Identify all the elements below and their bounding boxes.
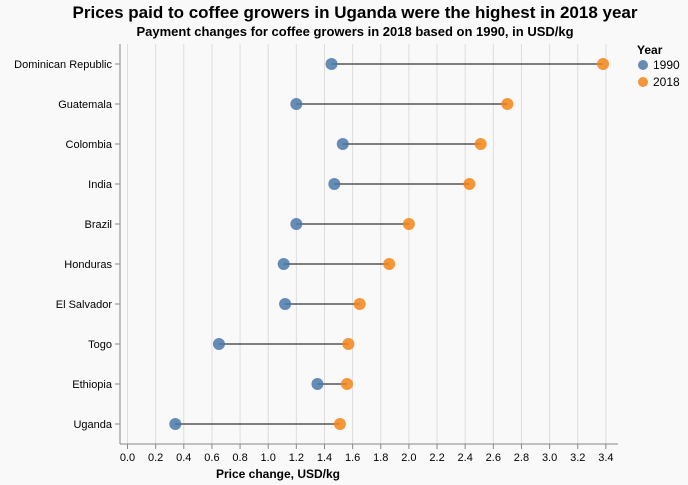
x-tick-label: 1.4 [317, 452, 332, 464]
data-points [169, 58, 610, 430]
point-1990 [311, 378, 324, 390]
point-1990 [290, 218, 303, 230]
x-tick-label: 0.4 [176, 452, 191, 464]
chart-subtitle: Payment changes for coffee growers in 20… [136, 24, 573, 39]
point-2018 [501, 98, 514, 110]
point-1990 [212, 338, 225, 350]
y-tick-label: Colombia [66, 139, 113, 151]
y-tick-label: El Salvador [56, 299, 113, 311]
chart-title: Prices paid to coffee growers in Uganda … [73, 3, 638, 22]
legend-title: Year [637, 43, 663, 57]
x-tick-label: 1.0 [261, 452, 276, 464]
point-2018 [463, 178, 476, 190]
point-2018 [353, 298, 366, 310]
x-tick-label: 1.6 [345, 452, 360, 464]
connector-lines [175, 63, 604, 425]
y-tick-label: Togo [88, 339, 112, 351]
point-1990 [290, 98, 303, 110]
point-1990 [325, 58, 338, 70]
x-tick-label: 2.6 [486, 452, 501, 464]
point-1990 [169, 418, 182, 430]
point-2018 [402, 218, 415, 230]
gridlines [127, 44, 607, 444]
point-1990 [279, 298, 292, 310]
y-tick-label: Honduras [64, 259, 112, 271]
y-tick-label: Ethiopia [72, 379, 113, 391]
point-2018 [340, 378, 353, 390]
point-1990 [336, 138, 349, 150]
x-tick-label: 2.4 [458, 452, 473, 464]
x-tick-label: 2.2 [429, 452, 444, 464]
point-2018 [597, 58, 610, 70]
x-tick-label: 0.2 [148, 452, 163, 464]
y-tick-label: India [88, 179, 113, 191]
x-tick-label: 0.6 [204, 452, 219, 464]
point-1990 [277, 258, 290, 270]
point-2018 [383, 258, 396, 270]
legend-swatch [638, 60, 648, 70]
x-tick-label: 1.2 [289, 452, 304, 464]
y-tick-label: Uganda [73, 419, 112, 431]
y-tick-label: Dominican Republic [14, 59, 112, 71]
point-1990 [328, 178, 341, 190]
point-2018 [333, 418, 346, 430]
x-tick-label: 0.8 [232, 452, 247, 464]
legend-swatch [638, 77, 648, 87]
legend: Year 1990 2018 [637, 43, 680, 89]
point-2018 [342, 338, 355, 350]
x-tick-label: 3.4 [598, 452, 613, 464]
x-tick-label: 3.2 [570, 452, 585, 464]
x-tick-label: 2.0 [401, 452, 416, 464]
x-tick-label: 0.0 [120, 452, 135, 464]
x-tick-label: 3.0 [542, 452, 557, 464]
y-tick-label: Brazil [84, 219, 112, 231]
x-axis-title: Price change, USD/kg [216, 467, 340, 481]
x-tick-label: 2.8 [514, 452, 529, 464]
x-tick-label: 1.8 [373, 452, 388, 464]
y-tick-label: Guatemala [58, 99, 113, 111]
legend-label: 2018 [653, 75, 680, 89]
axes: 0.0 0.2 0.4 0.6 0.8 1.0 1.2 1.4 1.6 1.8 2.0 2.2 2.4 2… [14, 44, 618, 464]
legend-label: 1990 [653, 58, 680, 72]
point-2018 [474, 138, 487, 150]
